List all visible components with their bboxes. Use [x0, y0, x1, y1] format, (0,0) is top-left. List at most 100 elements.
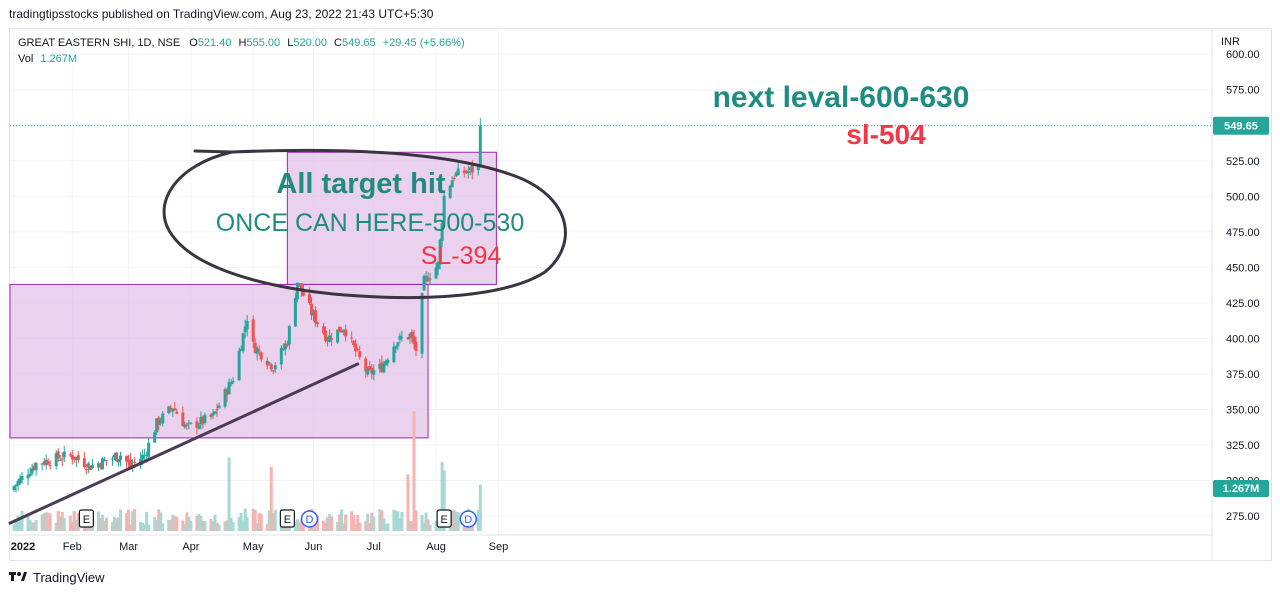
candle-body[interactable]: [311, 311, 315, 316]
candle-body[interactable]: [330, 338, 334, 340]
candle-body[interactable]: [209, 414, 213, 417]
candle-body[interactable]: [82, 458, 86, 468]
candle-body[interactable]: [350, 337, 354, 339]
candle-body[interactable]: [113, 454, 116, 458]
candle-body[interactable]: [129, 459, 133, 467]
candle-body[interactable]: [183, 424, 187, 428]
candle-body[interactable]: [434, 267, 438, 279]
candle-body[interactable]: [201, 416, 205, 424]
candle-body[interactable]: [396, 342, 400, 347]
candle-body[interactable]: [412, 336, 416, 345]
candle-body[interactable]: [86, 463, 90, 468]
candle-body[interactable]: [342, 329, 346, 332]
candle-body[interactable]: [400, 337, 404, 339]
candle-body[interactable]: [84, 469, 88, 471]
candle-body[interactable]: [386, 359, 390, 363]
candle-body[interactable]: [408, 334, 412, 339]
candle-body[interactable]: [301, 289, 305, 296]
candle-body[interactable]: [157, 417, 161, 426]
candle-body[interactable]: [102, 459, 106, 461]
candle-body[interactable]: [40, 463, 44, 465]
candle-body[interactable]: [316, 322, 320, 325]
candle-body[interactable]: [324, 330, 328, 341]
candle-body[interactable]: [54, 453, 58, 467]
candle-body[interactable]: [133, 461, 137, 463]
candle-body[interactable]: [378, 364, 382, 369]
candle-body[interactable]: [464, 170, 468, 173]
candle-body[interactable]: [440, 223, 444, 241]
candle-body[interactable]: [119, 455, 123, 460]
candle-body[interactable]: [322, 326, 326, 334]
candle-body[interactable]: [356, 349, 360, 351]
candle-body[interactable]: [74, 457, 78, 461]
candle-body[interactable]: [426, 277, 430, 282]
candle-body[interactable]: [293, 298, 297, 327]
candle-body[interactable]: [197, 425, 201, 429]
candle-body[interactable]: [398, 335, 402, 340]
dividend-marker[interactable]: [300, 510, 319, 528]
candle-body[interactable]: [237, 351, 241, 381]
earnings-marker[interactable]: [279, 509, 295, 528]
candle-body[interactable]: [44, 459, 48, 465]
candle-body[interactable]: [366, 368, 370, 375]
candle-body[interactable]: [147, 442, 151, 457]
candle-body[interactable]: [42, 461, 46, 465]
candle-body[interactable]: [476, 165, 480, 171]
tradingview-logo[interactable]: TradingView: [9, 570, 105, 585]
candle-body[interactable]: [297, 283, 301, 285]
candle-body[interactable]: [96, 463, 100, 468]
candle-body[interactable]: [352, 340, 356, 346]
candle-body[interactable]: [253, 342, 257, 354]
candle-body[interactable]: [104, 460, 108, 462]
candle-body[interactable]: [314, 310, 317, 323]
candle-body[interactable]: [309, 303, 313, 316]
candle-body[interactable]: [225, 389, 229, 395]
candle-body[interactable]: [245, 320, 249, 330]
candle-body[interactable]: [153, 432, 157, 443]
candle-body[interactable]: [285, 343, 289, 346]
candle-body[interactable]: [16, 481, 20, 486]
candle-body[interactable]: [269, 364, 273, 370]
candle-body[interactable]: [406, 337, 410, 340]
candle-body[interactable]: [26, 475, 30, 479]
candle-body[interactable]: [18, 478, 22, 484]
candle-body[interactable]: [344, 329, 348, 337]
candle-body[interactable]: [30, 468, 34, 474]
candle-body[interactable]: [424, 275, 428, 278]
candle-body[interactable]: [422, 276, 426, 291]
candle-body[interactable]: [370, 368, 374, 374]
candle-body[interactable]: [442, 195, 446, 224]
candle-body[interactable]: [368, 366, 372, 370]
candle-body[interactable]: [239, 348, 243, 352]
candle-body[interactable]: [199, 417, 203, 425]
candle-body[interactable]: [273, 365, 277, 370]
candle-body[interactable]: [338, 326, 342, 333]
candle-body[interactable]: [46, 461, 50, 465]
candle-body[interactable]: [12, 486, 16, 491]
candle-body[interactable]: [382, 363, 386, 373]
candle-body[interactable]: [384, 361, 388, 365]
candle-body[interactable]: [271, 370, 275, 372]
candle-body[interactable]: [231, 381, 235, 383]
candle-body[interactable]: [299, 283, 303, 292]
candle-body[interactable]: [62, 451, 66, 458]
candle-body[interactable]: [436, 261, 440, 270]
dividend-marker[interactable]: [459, 510, 478, 528]
candle-body[interactable]: [336, 329, 340, 343]
candle-body[interactable]: [265, 360, 269, 366]
candle-body[interactable]: [159, 421, 163, 423]
candle-body[interactable]: [28, 473, 32, 476]
candle-body[interactable]: [295, 282, 299, 300]
candle-body[interactable]: [185, 424, 189, 426]
candle-body[interactable]: [229, 382, 233, 385]
candle-body[interactable]: [88, 465, 92, 471]
candle-body[interactable]: [60, 458, 64, 460]
candle-body[interactable]: [227, 382, 231, 395]
candle-body[interactable]: [340, 331, 344, 333]
candle-body[interactable]: [70, 454, 74, 460]
candle-body[interactable]: [394, 346, 398, 349]
candle-body[interactable]: [211, 412, 215, 416]
candle-body[interactable]: [456, 168, 460, 176]
candle-body[interactable]: [241, 333, 245, 352]
